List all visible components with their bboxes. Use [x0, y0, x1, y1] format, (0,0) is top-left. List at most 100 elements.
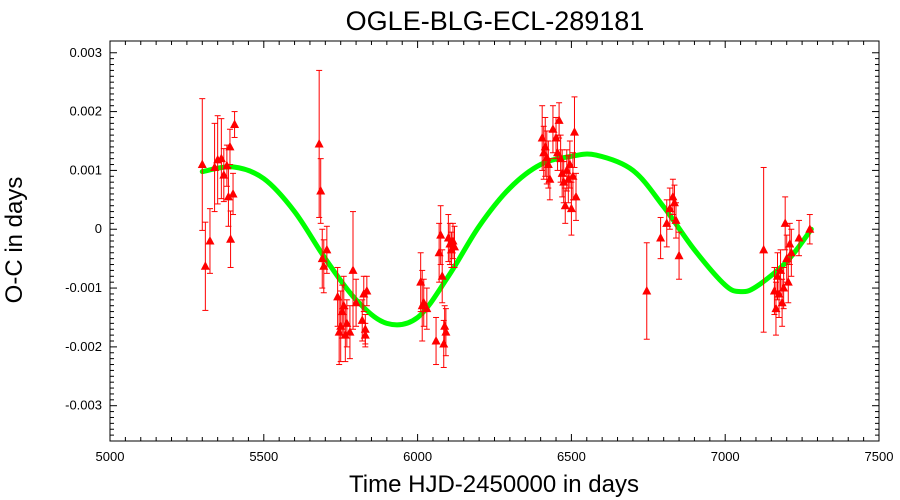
triangle-marker [314, 138, 324, 148]
triangle-marker [317, 253, 327, 263]
triangle-marker [230, 119, 240, 129]
x-tick-label: 7500 [865, 449, 894, 464]
triangle-marker [642, 286, 652, 295]
y-tick-label: 0.001 [69, 162, 102, 177]
triangle-marker [662, 218, 672, 227]
x-tick-label: 6500 [557, 449, 586, 464]
triangle-marker [450, 241, 460, 251]
data-point [362, 275, 372, 307]
x-tick-label: 6000 [403, 449, 432, 464]
triangle-marker [228, 188, 238, 198]
triangle-marker [540, 141, 550, 151]
x-axis-ticks: 5000 5500 6000 6500 7000 7500 [96, 41, 894, 464]
triangle-marker [668, 191, 678, 201]
triangle-marker [569, 127, 579, 136]
triangle-marker [419, 297, 429, 307]
triangle-marker [568, 171, 578, 180]
data-point [333, 266, 343, 327]
x-tick-label: 7000 [711, 449, 740, 464]
triangle-marker [439, 338, 449, 348]
triangle-marker [339, 300, 349, 310]
data-point [786, 228, 796, 277]
triangle-marker [553, 147, 563, 157]
y-tick-label: -0.003 [65, 398, 102, 413]
triangle-marker [780, 218, 790, 227]
triangle-marker [436, 230, 446, 239]
y-tick-label: -0.001 [65, 280, 102, 295]
triangle-marker [342, 318, 352, 327]
triangle-marker [337, 306, 347, 316]
triangle-marker [210, 162, 220, 171]
triangle-marker [360, 330, 370, 339]
triangle-marker [805, 224, 815, 233]
data-point [674, 231, 684, 280]
data-point [340, 308, 350, 363]
data-point [316, 158, 326, 224]
triangle-marker [776, 265, 786, 274]
data-point [422, 287, 432, 330]
data-point [230, 111, 240, 138]
data-point [319, 239, 329, 294]
triangle-marker [416, 277, 426, 286]
data-point [785, 222, 795, 266]
triangle-marker [785, 238, 795, 248]
triangle-marker [448, 236, 458, 245]
data-points-layer [197, 69, 815, 368]
data-point [783, 261, 793, 304]
data-point [443, 214, 453, 263]
triangle-marker [340, 330, 350, 339]
data-point [342, 299, 352, 348]
triangle-marker [225, 141, 235, 151]
triangle-marker [226, 234, 236, 243]
triangle-marker [671, 215, 681, 224]
triangle-marker [443, 233, 453, 242]
data-point [351, 278, 361, 327]
chart-title: OGLE-BLG-ECL-289181 [346, 6, 645, 36]
y-axis-ticks: 0.003 0.002 0.001 0 -0.001 -0.002 -0.003 [65, 45, 879, 436]
triangle-marker [357, 315, 367, 324]
triangle-marker [434, 247, 444, 257]
data-point [314, 69, 324, 218]
triangle-marker [441, 327, 451, 336]
data-point [219, 148, 229, 203]
data-point [228, 172, 238, 216]
triangle-marker [782, 253, 792, 263]
data-point [225, 128, 235, 166]
data-point [759, 166, 769, 333]
data-point [357, 299, 367, 342]
triangle-marker [779, 283, 789, 292]
triangle-marker [774, 288, 784, 298]
data-point [200, 221, 210, 311]
triangle-marker [437, 271, 447, 280]
triangle-marker [316, 186, 326, 195]
data-point [642, 242, 652, 340]
triangle-marker [772, 271, 782, 280]
triangle-marker [551, 133, 561, 142]
data-point [571, 172, 581, 221]
triangle-marker [548, 124, 558, 133]
data-point [553, 134, 563, 171]
x-axis-label: Time HJD-2450000 in days [349, 471, 639, 498]
triangle-marker [440, 321, 450, 330]
triangle-marker [794, 233, 804, 242]
data-point [671, 202, 681, 239]
data-point [662, 199, 672, 248]
triangle-marker [571, 191, 581, 201]
triangle-marker [566, 203, 576, 213]
data-point [779, 266, 789, 310]
model-curve-layer [199, 151, 814, 328]
triangle-marker [656, 233, 666, 242]
triangle-marker [537, 133, 547, 142]
data-point [348, 211, 358, 330]
data-point [436, 205, 446, 266]
triangle-marker [545, 174, 555, 183]
triangle-marker [769, 286, 779, 295]
y-tick-label: 0.003 [69, 45, 102, 60]
triangle-marker [665, 203, 675, 213]
data-point [226, 210, 236, 268]
data-point [545, 158, 555, 201]
x-tick-label: 5500 [249, 449, 278, 464]
triangle-marker [200, 261, 210, 270]
data-point [771, 281, 781, 336]
